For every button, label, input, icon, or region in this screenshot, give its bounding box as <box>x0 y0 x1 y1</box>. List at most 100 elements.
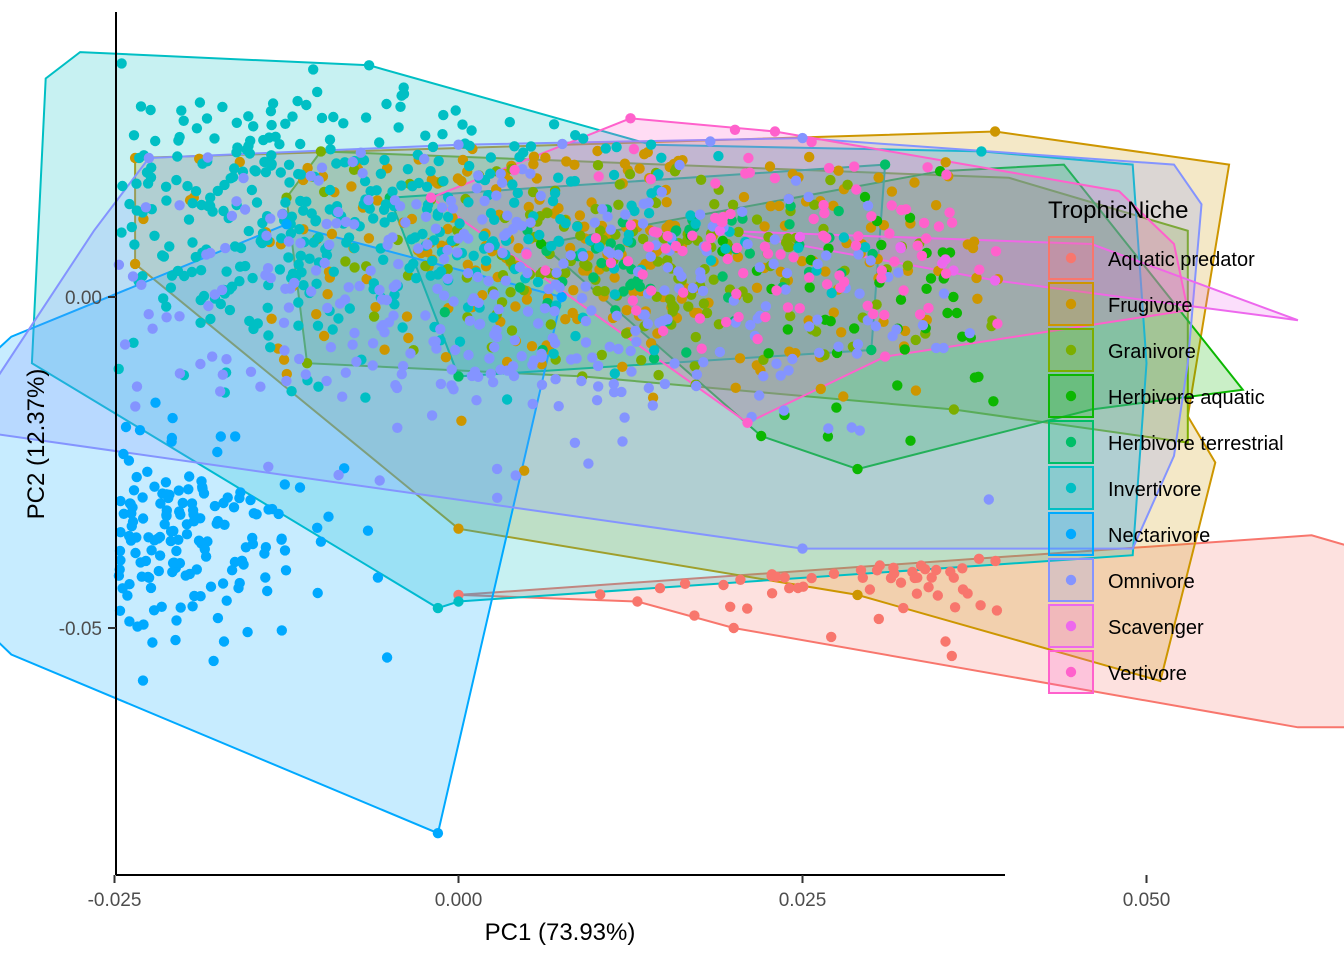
point-omnivore <box>405 348 416 359</box>
point-omnivore <box>374 475 385 486</box>
point-frugivore <box>971 272 982 284</box>
point-nectarivore <box>312 522 323 533</box>
point-omnivore <box>620 209 631 220</box>
point-nectarivore <box>130 547 141 559</box>
point-vertivore <box>540 265 551 276</box>
point-omnivore <box>525 217 536 228</box>
hull-aquatic-predator <box>458 534 1344 729</box>
point-frugivore <box>647 392 659 403</box>
point-frugivore <box>266 313 277 324</box>
point-frugivore <box>619 158 631 169</box>
point-vertivore <box>921 233 932 244</box>
point-invertivore <box>182 180 193 192</box>
legend-label-invertivore: Invertivore <box>1108 479 1201 501</box>
point-invertivore <box>287 111 298 122</box>
point-vertivore <box>821 279 833 290</box>
point-nectarivore <box>238 559 249 570</box>
point-invertivore <box>331 158 342 169</box>
point-vertivore <box>721 316 732 328</box>
point-aquatic-predator <box>946 650 957 662</box>
point-omnivore <box>593 381 604 392</box>
point-omnivore <box>533 318 544 329</box>
point-omnivore <box>313 175 324 186</box>
point-omnivore <box>306 286 317 297</box>
point-nectarivore <box>165 526 177 537</box>
point-nectarivore <box>160 477 172 488</box>
point-granivore <box>708 274 719 285</box>
point-omnivore <box>589 217 600 228</box>
point-granivore <box>542 207 553 219</box>
point-invertivore <box>198 290 210 302</box>
point-invertivore <box>442 211 454 223</box>
point-omnivore <box>300 369 311 380</box>
point-invertivore <box>609 289 621 300</box>
point-omnivore <box>608 387 620 398</box>
point-nectarivore <box>195 591 206 602</box>
point-herbivore-aquatic <box>988 396 999 407</box>
point-frugivore <box>560 314 571 325</box>
point-omnivore <box>821 250 832 261</box>
point-omnivore <box>483 242 495 253</box>
point-frugivore <box>815 383 826 395</box>
point-frugivore <box>442 223 453 235</box>
point-nectarivore <box>556 291 567 303</box>
point-omnivore <box>477 214 488 225</box>
point-invertivore <box>378 254 389 265</box>
point-omnivore <box>586 305 597 316</box>
point-omnivore <box>509 335 521 346</box>
point-aquatic-predator <box>909 572 920 584</box>
point-vertivore <box>782 302 794 313</box>
point-nectarivore <box>120 421 132 433</box>
point-invertivore <box>126 221 137 233</box>
point-invertivore <box>485 152 497 163</box>
point-nectarivore <box>131 471 142 483</box>
point-invertivore <box>202 200 214 212</box>
point-vertivore <box>678 287 689 298</box>
point-invertivore <box>285 228 297 239</box>
point-granivore <box>902 260 913 271</box>
point-omnivore <box>279 345 290 356</box>
legend-dot-aquatic-predator <box>1065 252 1077 264</box>
point-nectarivore <box>174 558 186 569</box>
point-vertivore <box>740 168 751 179</box>
point-invertivore <box>325 144 336 155</box>
point-omnivore <box>435 324 446 335</box>
point-invertivore <box>333 313 344 324</box>
point-omnivore <box>452 247 463 258</box>
point-omnivore <box>637 218 649 229</box>
point-invertivore <box>389 289 400 300</box>
point-omnivore <box>334 298 346 309</box>
point-vertivore <box>705 232 716 244</box>
point-vertivore <box>838 276 850 288</box>
point-invertivore <box>432 210 443 221</box>
point-invertivore <box>286 386 297 397</box>
point-omnivore <box>283 236 294 247</box>
point-invertivore <box>227 171 239 183</box>
point-aquatic-predator <box>915 560 927 571</box>
point-omnivore <box>136 279 147 290</box>
y-tick-label: 0.00 <box>65 288 102 309</box>
point-omnivore <box>201 249 212 260</box>
point-omnivore <box>471 395 482 406</box>
point-invertivore <box>379 154 390 166</box>
point-omnivore <box>669 358 680 369</box>
point-herbivore-aquatic <box>782 324 793 335</box>
legend-dot-frugivore <box>1065 298 1077 310</box>
point-invertivore <box>312 86 323 98</box>
point-invertivore <box>464 160 475 172</box>
point-vertivore <box>521 249 532 260</box>
point-omnivore <box>450 344 461 356</box>
point-nectarivore <box>115 555 126 566</box>
point-omnivore <box>263 461 274 472</box>
legend-label-nectarivore: Nectarivore <box>1108 525 1210 547</box>
point-invertivore <box>398 88 410 100</box>
point-invertivore <box>402 164 414 175</box>
point-omnivore <box>363 194 374 206</box>
point-nectarivore <box>372 572 384 583</box>
y-axis-ticks: 0.00 -0.05 <box>59 288 116 640</box>
point-omnivore <box>161 312 172 323</box>
point-granivore <box>948 404 960 415</box>
point-invertivore <box>396 180 407 191</box>
point-invertivore <box>293 259 304 270</box>
